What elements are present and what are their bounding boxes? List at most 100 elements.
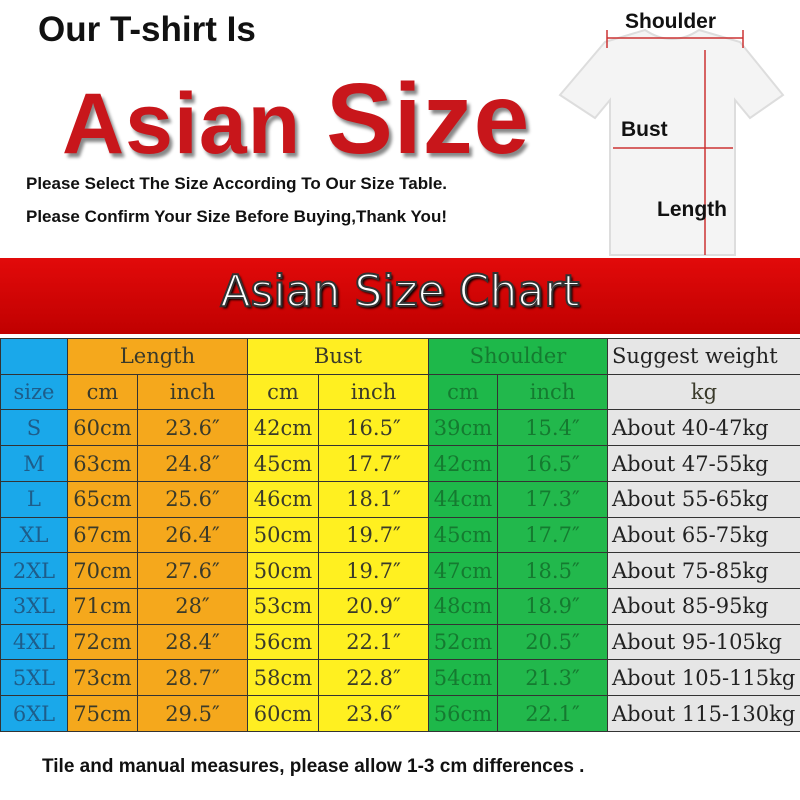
size-chart-title: Asian Size Chart — [219, 265, 580, 318]
length-label: Length — [657, 198, 727, 221]
cell-weight: About 105-115kg — [607, 659, 800, 697]
headline: Our T-shirt Is — [38, 10, 256, 49]
bust-label: Bust — [621, 118, 668, 141]
subheader-size: size — [0, 373, 68, 411]
cell-shoulder-inch: 22.1″ — [497, 695, 608, 732]
cell-bust-cm: 60cm — [247, 695, 319, 732]
cell-shoulder-cm: 56cm — [428, 695, 498, 732]
cell-shoulder-cm: 44cm — [428, 480, 498, 518]
group-bust: Bust — [247, 338, 429, 375]
cell-bust-inch: 20.9″ — [318, 588, 429, 625]
cell-weight: About 85-95kg — [607, 588, 800, 625]
cell-length-cm: 71cm — [67, 588, 138, 625]
cell-bust-cm: 53cm — [247, 588, 319, 625]
subheader-bust-inch: inch — [318, 373, 429, 411]
group-shoulder: Shoulder — [428, 338, 608, 375]
unit-header-row: size cm inch cm inch cm inch kg — [0, 373, 800, 411]
table-row: 4XL 72cm 28.4″ 56cm 22.1″ 52cm 20.5″ About 95-1… — [0, 623, 800, 661]
cell-length-inch: 28.4″ — [137, 623, 248, 661]
cell-length-inch: 28.7″ — [137, 659, 248, 697]
cell-shoulder-inch: 16.5″ — [497, 445, 608, 482]
size-table: Length Bust Shoulder Suggest weight size… — [0, 338, 800, 732]
cell-length-cm: 70cm — [67, 552, 138, 590]
cell-bust-inch: 18.1″ — [318, 480, 429, 518]
cell-weight: About 75-85kg — [607, 552, 800, 590]
cell-bust-inch: 16.5″ — [318, 409, 429, 447]
cell-bust-inch: 22.1″ — [318, 623, 429, 661]
cell-length-inch: 25.6″ — [137, 480, 248, 518]
tshirt-diagram: Shoulder Bust Length — [545, 0, 800, 265]
table-row: M 63cm 24.8″ 45cm 17.7″ 42cm 16.5″ About 47-55k… — [0, 445, 800, 482]
cell-length-inch: 28″ — [137, 588, 248, 625]
table-row: XL 67cm 26.4″ 50cm 19.7″ 45cm 17.7″ About 65-75… — [0, 516, 800, 554]
cell-weight: About 47-55kg — [607, 445, 800, 482]
cell-shoulder-cm: 54cm — [428, 659, 498, 697]
subheader-weight: kg — [607, 373, 800, 411]
cell-bust-cm: 50cm — [247, 516, 319, 554]
cell-size: XL — [0, 516, 68, 554]
cell-size: 3XL — [0, 588, 68, 625]
title-band — [0, 258, 800, 334]
header-blank — [0, 338, 68, 375]
cell-shoulder-inch: 20.5″ — [497, 623, 608, 661]
table-row: L 65cm 25.6″ 46cm 18.1″ 44cm 17.3″ About 55-65k… — [0, 480, 800, 518]
table-row: 5XL 73cm 28.7″ 58cm 22.8″ 54cm 21.3″ About 105-… — [0, 659, 800, 697]
cell-length-cm: 60cm — [67, 409, 138, 447]
subheader-shoulder-cm: cm — [428, 373, 498, 411]
cell-bust-cm: 42cm — [247, 409, 319, 447]
cell-shoulder-inch: 17.7″ — [497, 516, 608, 554]
cell-size: M — [0, 445, 68, 482]
cell-shoulder-cm: 47cm — [428, 552, 498, 590]
table-row: 2XL 70cm 27.6″ 50cm 19.7″ 47cm 18.5″ About 75-8… — [0, 552, 800, 590]
cell-length-cm: 65cm — [67, 480, 138, 518]
cell-bust-cm: 58cm — [247, 659, 319, 697]
cell-bust-inch: 23.6″ — [318, 695, 429, 732]
cell-bust-inch: 19.7″ — [318, 516, 429, 554]
subheader-length-cm: cm — [67, 373, 138, 411]
subheader-bust-cm: cm — [247, 373, 319, 411]
cell-weight: About 115-130kg — [607, 695, 800, 732]
cell-shoulder-cm: 48cm — [428, 588, 498, 625]
cell-shoulder-inch: 15.4″ — [497, 409, 608, 447]
group-length: Length — [67, 338, 248, 375]
cell-shoulder-inch: 17.3″ — [497, 480, 608, 518]
cell-length-inch: 26.4″ — [137, 516, 248, 554]
cell-size: 4XL — [0, 623, 68, 661]
cell-weight: About 55-65kg — [607, 480, 800, 518]
subheader-length-inch: inch — [137, 373, 248, 411]
cell-length-inch: 24.8″ — [137, 445, 248, 482]
group-weight: Suggest weight — [607, 338, 800, 375]
cell-length-cm: 72cm — [67, 623, 138, 661]
cell-shoulder-inch: 18.5″ — [497, 552, 608, 590]
cell-size: 6XL — [0, 695, 68, 732]
cell-size: 5XL — [0, 659, 68, 697]
cell-shoulder-cm: 42cm — [428, 445, 498, 482]
shoulder-label: Shoulder — [625, 10, 717, 33]
cell-length-cm: 67cm — [67, 516, 138, 554]
title-asian: Asian — [62, 76, 327, 172]
table-row: 3XL 71cm 28″ 53cm 20.9″ 48cm 18.9″ About 85-95k… — [0, 588, 800, 625]
cell-weight: About 40-47kg — [607, 409, 800, 447]
cell-shoulder-cm: 45cm — [428, 516, 498, 554]
table-row: 6XL 75cm 29.5″ 60cm 23.6″ 56cm 22.1″ About 115-… — [0, 695, 800, 732]
title-size: Size — [326, 63, 531, 175]
cell-bust-inch: 17.7″ — [318, 445, 429, 482]
cell-size: L — [0, 480, 68, 518]
note-select-size: Please Select The Size According To Our … — [26, 174, 448, 193]
cell-size: 2XL — [0, 552, 68, 590]
cell-bust-inch: 19.7″ — [318, 552, 429, 590]
cell-bust-inch: 22.8″ — [318, 659, 429, 697]
cell-bust-cm: 46cm — [247, 480, 319, 518]
cell-bust-cm: 50cm — [247, 552, 319, 590]
cell-bust-cm: 45cm — [247, 445, 319, 482]
table-row: S 60cm 23.6″ 42cm 16.5″ 39cm 15.4″ About 40-47k… — [0, 409, 800, 447]
group-header-row: Length Bust Shoulder Suggest weight — [0, 338, 800, 375]
cell-length-cm: 63cm — [67, 445, 138, 482]
cell-shoulder-cm: 52cm — [428, 623, 498, 661]
cell-shoulder-cm: 39cm — [428, 409, 498, 447]
cell-length-cm: 75cm — [67, 695, 138, 732]
tshirt-icon — [558, 28, 785, 256]
cell-size: S — [0, 409, 68, 447]
cell-weight: About 95-105kg — [607, 623, 800, 661]
cell-length-inch: 23.6″ — [137, 409, 248, 447]
